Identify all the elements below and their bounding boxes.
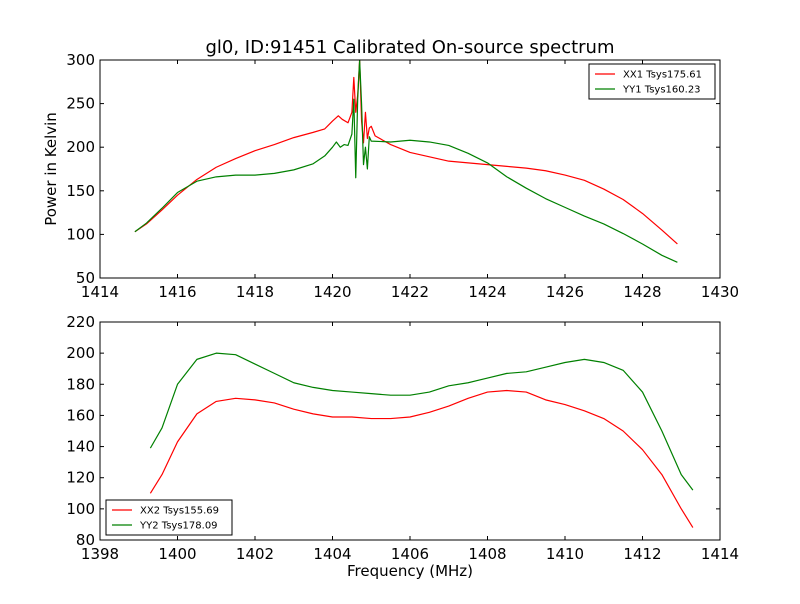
x-tick-label: 1398 — [81, 545, 119, 563]
y-tick-label: 140 — [66, 438, 95, 456]
y-tick-label: 50 — [76, 269, 95, 287]
x-tick-label: 1416 — [158, 283, 196, 301]
legend-label: XX1 Tsys175.61 — [623, 70, 702, 81]
legend: XX2 Tsys155.69 YY2 Tsys178.09 — [105, 499, 233, 536]
legend-label: YY1 Tsys160.23 — [622, 85, 701, 96]
x-tick-label: 1428 — [623, 283, 661, 301]
x-tick-label: 1420 — [313, 283, 351, 301]
y-tick-label: 80 — [76, 531, 95, 549]
y-tick-label: 180 — [66, 375, 95, 393]
x-tick-label: 1402 — [236, 545, 274, 563]
y-tick-label: 100 — [66, 500, 95, 518]
series-line-yy — [134, 60, 678, 263]
legend-frame — [105, 499, 233, 536]
y-tick-label: 250 — [66, 95, 95, 113]
x-tick-label: 1424 — [468, 283, 506, 301]
x-tick-label: 1408 — [468, 545, 506, 563]
x-tick-label: 1406 — [391, 545, 429, 563]
y-tick-label: 160 — [66, 406, 95, 424]
x-axis-label: Frequency (MHz) — [347, 562, 473, 580]
y-tick-label: 200 — [66, 138, 95, 156]
legend: XX1 Tsys175.61 YY1 Tsys160.23 — [588, 63, 716, 100]
y-axis-label: Power in Kelvin — [42, 112, 60, 226]
y-tick-label: 100 — [66, 225, 95, 243]
y-tick-label: 300 — [66, 51, 95, 69]
y-tick-label: 220 — [66, 313, 95, 331]
x-tick-label: 1414 — [81, 283, 119, 301]
x-tick-label: 1410 — [546, 545, 584, 563]
x-tick-label: 1426 — [546, 283, 584, 301]
x-tick-label: 1430 — [701, 283, 739, 301]
top-panel: gl0, ID:91451 Calibrated On-source spect… — [42, 37, 739, 301]
series-line-xx — [134, 60, 678, 245]
series-line-xx — [149, 389, 694, 528]
x-tick-label: 1414 — [701, 545, 739, 563]
x-tick-label: 1422 — [391, 283, 429, 301]
x-tick-label: 1412 — [623, 545, 661, 563]
y-tick-label: 150 — [66, 182, 95, 200]
series-line-yy — [149, 352, 694, 491]
legend-label: XX2 Tsys155.69 — [140, 506, 219, 517]
y-tick-label: 120 — [66, 469, 95, 487]
chart-title: gl0, ID:91451 Calibrated On-source spect… — [205, 37, 614, 58]
x-tick-label: 1418 — [236, 283, 274, 301]
legend-label: YY2 Tsys178.09 — [139, 521, 218, 532]
x-tick-label: 1404 — [313, 545, 351, 563]
x-tick-label: 1400 — [158, 545, 196, 563]
legend-frame — [588, 63, 716, 100]
y-tick-label: 200 — [66, 344, 95, 362]
bottom-panel: Frequency (MHz) 1398 1400 1402 1404 1406 1408… — [66, 313, 739, 580]
